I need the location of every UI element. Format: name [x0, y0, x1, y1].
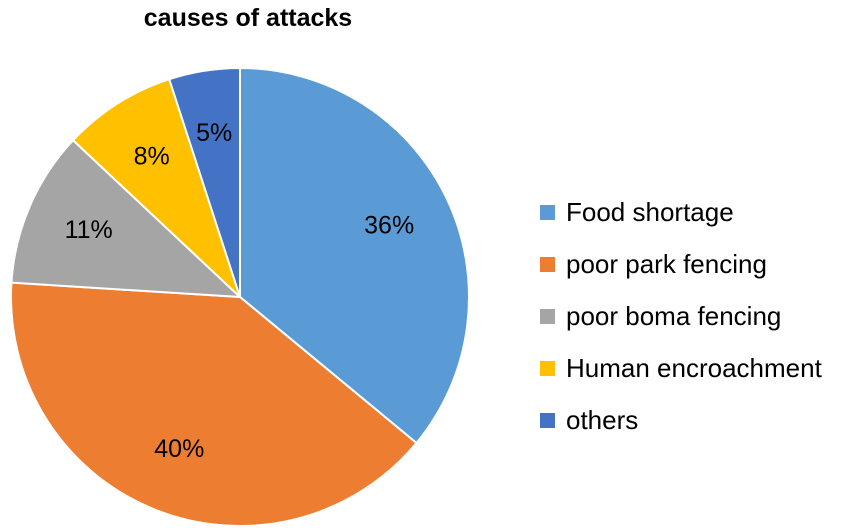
slice-data-label: 11% [65, 216, 113, 244]
legend-swatch [540, 256, 555, 272]
pie-slice-poor-boma-fencing [10, 138, 243, 299]
legend-label: poor boma fencing [566, 300, 782, 331]
pie-slice-human-encroachment [71, 77, 241, 298]
legend-swatch [540, 412, 555, 428]
legend-label: others [566, 404, 639, 435]
legend-item: Food shortage [540, 186, 822, 238]
legend-label: Human encroachment [566, 352, 822, 383]
pie-slice-food-shortage [239, 66, 470, 445]
legend-item: others [540, 394, 822, 446]
slice-data-label: 5% [196, 119, 232, 147]
legend-swatch [540, 308, 555, 324]
pie-slice-others [167, 66, 241, 298]
chart-title: causes of attacks [143, 4, 353, 32]
slice-data-label: 40% [154, 435, 204, 463]
legend-swatch [540, 360, 555, 376]
pie-slice-poor-park-fencing [10, 281, 418, 527]
slice-data-label: 36% [364, 211, 414, 239]
legend-label: Food shortage [566, 196, 734, 227]
legend-item: poor boma fencing [540, 290, 822, 342]
slice-data-label: 8% [134, 142, 170, 170]
chart-legend: Food shortage poor park fencing poor boma … [540, 186, 822, 446]
legend-item: poor park fencing [540, 238, 822, 290]
legend-swatch [540, 204, 555, 220]
legend-item: Human encroachment [540, 342, 822, 394]
legend-label: poor park fencing [566, 248, 767, 279]
